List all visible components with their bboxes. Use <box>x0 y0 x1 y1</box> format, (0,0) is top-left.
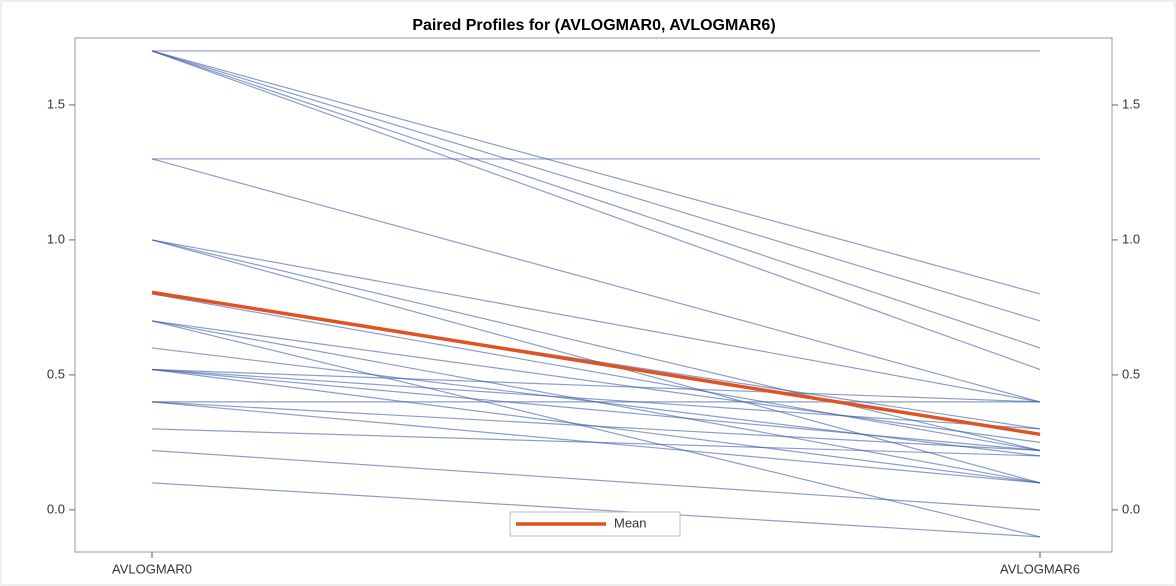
profile-line <box>151 482 1041 538</box>
y-tick-label: 1.5 <box>47 96 65 111</box>
profile-line <box>151 368 1041 403</box>
profile-line <box>151 320 1041 538</box>
x-tick-label: AVLOGMAR0 <box>112 561 192 576</box>
profile-line <box>151 428 1041 457</box>
profile-line <box>151 293 1041 452</box>
plot-frame <box>74 37 1113 553</box>
profile-line <box>151 50 1041 371</box>
profile-line <box>151 320 1041 443</box>
profile-line <box>151 368 1041 430</box>
y-tick-label: 0.5 <box>47 366 65 381</box>
chart-title: Paired Profiles for (AVLOGMAR0, AVLOGMAR… <box>412 17 775 34</box>
profile-line <box>151 401 1041 452</box>
profile-line <box>151 50 1041 322</box>
profile-line <box>151 239 1041 403</box>
y-tick-label: 1.0 <box>47 231 65 246</box>
profile-line <box>151 158 1041 403</box>
x-tick-label: AVLOGMAR6 <box>1000 561 1080 576</box>
y2-tick-label: 1.5 <box>1122 96 1140 111</box>
profile-line <box>151 368 1041 452</box>
profile-line <box>151 239 1041 452</box>
profile-line <box>151 50 1041 349</box>
y2-tick-label: 0.5 <box>1122 366 1140 381</box>
y2-tick-label: 0.0 <box>1122 501 1140 516</box>
y-tick-label: 0.0 <box>47 501 65 516</box>
mean-line <box>151 290 1041 437</box>
y2-tick-label: 1.0 <box>1122 231 1140 246</box>
profile-line <box>151 50 1041 295</box>
legend-label: Mean <box>614 515 647 530</box>
profile-line <box>151 449 1041 511</box>
